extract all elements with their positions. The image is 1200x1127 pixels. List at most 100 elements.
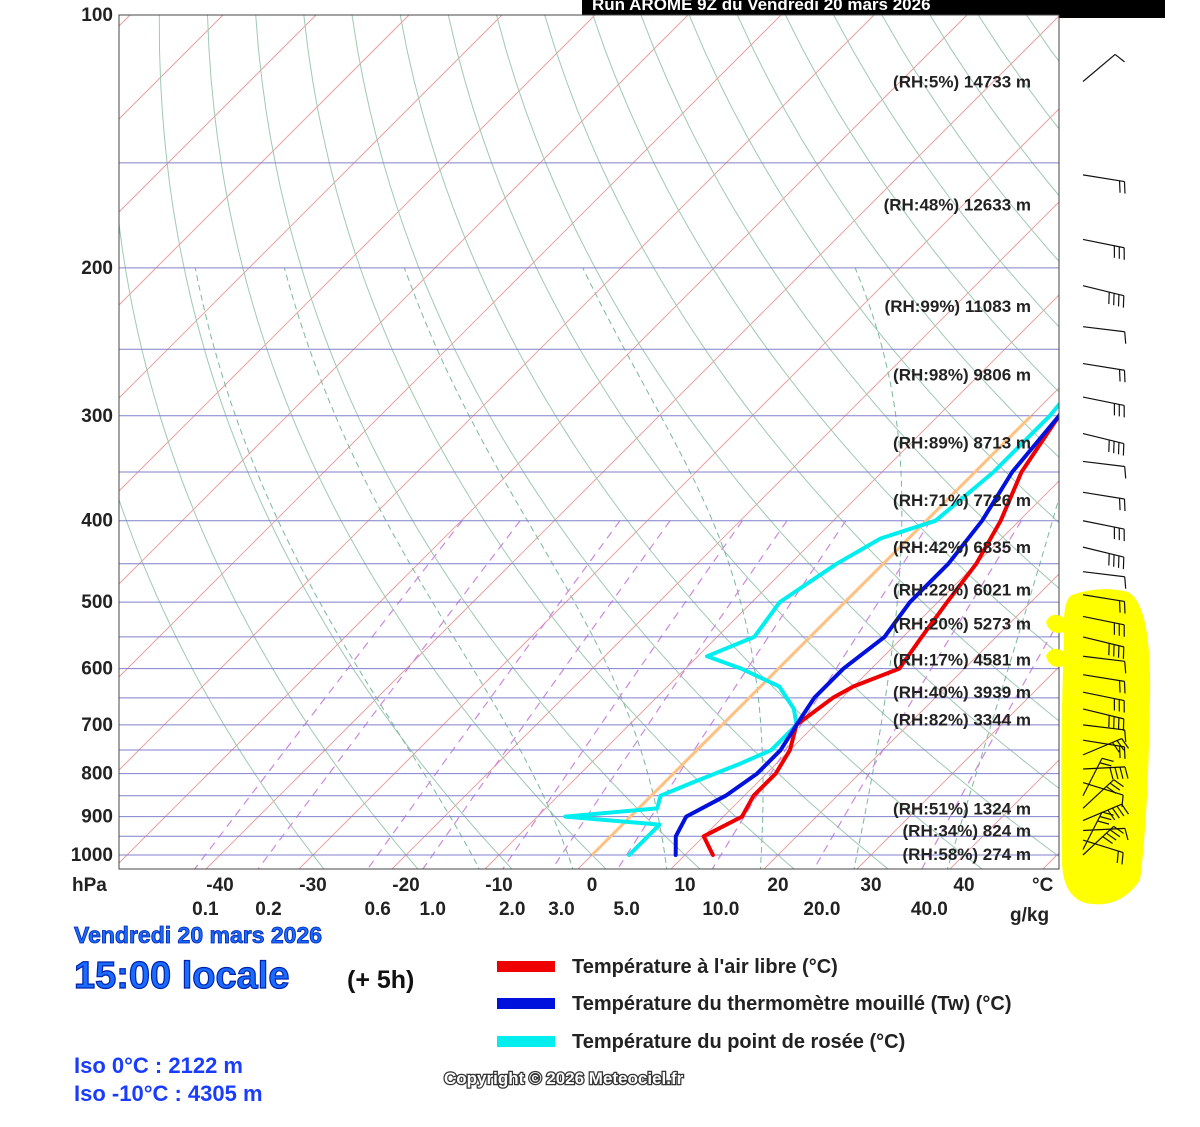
iso-zero-level: Iso 0°C : 2122 m <box>74 1053 243 1078</box>
rh-height-label: (RH:98%) 9806 m <box>893 366 1031 385</box>
temperature-tick-label: -30 <box>299 875 326 896</box>
wind-barb-feather <box>1106 832 1117 841</box>
rh-height-label: (RH:5%) 14733 m <box>893 73 1031 92</box>
wet-bulb-line <box>673 412 1059 857</box>
wind-barb-shaft <box>1082 825 1115 856</box>
wind-barb-icon <box>1082 546 1125 570</box>
wind-barb-shaft <box>1082 708 1124 720</box>
wind-barb-shaft <box>1082 460 1125 468</box>
wind-barb-feather <box>1124 331 1127 344</box>
wind-barb-feather <box>1101 757 1114 763</box>
wind-barb-icon <box>1082 520 1125 542</box>
temperature-axis: -40 -30 -20 -10 0 10 20 30 40 <box>206 875 974 896</box>
wind-barb-icon <box>1082 432 1125 456</box>
plot-border <box>118 14 1060 870</box>
wind-barb-shaft <box>1082 285 1124 297</box>
wind-barb-feather <box>1119 767 1124 779</box>
series-layer <box>563 401 1059 857</box>
wind-barb-feather <box>1123 370 1126 383</box>
mix-unit-label: g/kg <box>1010 905 1049 926</box>
legend-label-dew-point: Température du point de rosée (°C) <box>572 1031 905 1053</box>
mixing-ratio-line <box>257 520 521 869</box>
wind-barb-icon <box>1082 174 1126 194</box>
wind-barb-icon <box>1082 825 1124 856</box>
wind-barb-feather <box>1123 181 1126 194</box>
dry-adiabat-line <box>688 15 1059 524</box>
mixing-ratio-line <box>502 520 743 869</box>
wind-barb-feather <box>1106 786 1117 794</box>
wind-barb-feather <box>1113 779 1124 788</box>
highlight-marker <box>1061 589 1151 905</box>
mixing-ratio-line <box>617 520 847 869</box>
wind-barb-shaft <box>1082 779 1115 809</box>
wind-barb-feather <box>1099 762 1112 767</box>
dry-adiabat-line <box>1171 15 1200 873</box>
wind-barb-icon <box>1082 724 1127 742</box>
legend-swatch-wet-bulb <box>497 998 555 1009</box>
dry-adiabat-line <box>351 15 889 869</box>
rh-height-label: (RH:58%) 274 m <box>903 845 1032 864</box>
wind-barb-feather <box>1109 829 1121 838</box>
wind-barb-feather <box>1114 53 1125 63</box>
wind-barb-feather <box>1097 820 1110 825</box>
rh-height-label: (RH:40%) 3939 m <box>893 683 1031 702</box>
rh-labels: (RH:5%) 14733 m (RH:48%) 12633 m (RH:99%) … <box>884 73 1031 864</box>
wind-barb-feather <box>1118 498 1121 511</box>
wind-barb-feather <box>1109 767 1114 780</box>
wind-barb-icon <box>1082 615 1125 637</box>
wind-barb-icon <box>1082 491 1126 511</box>
wind-barb-feather <box>1116 850 1119 864</box>
moist-adiabat-line <box>403 267 668 869</box>
mixing-ratio-tick-label: 1.0 <box>419 899 445 920</box>
wind-barb-feather <box>1124 828 1129 841</box>
wind-barb-shaft <box>1082 326 1125 333</box>
rh-height-label: (RH:34%) 824 m <box>903 821 1032 840</box>
copyright: Copyright © 2026 Meteociel.fr <box>444 1069 684 1088</box>
mixing-ratio-tick-label: 0.6 <box>364 899 390 920</box>
wind-barb-shaft <box>1082 691 1125 702</box>
wind-barb-shaft <box>1082 811 1103 850</box>
wind-barb-shaft <box>1082 53 1116 82</box>
grid-layer <box>119 15 1200 873</box>
wind-barb-shaft <box>1082 238 1125 249</box>
wind-barb-shaft <box>1082 758 1103 796</box>
wind-barb-icon <box>1082 691 1125 713</box>
iso-minus10-level: Iso -10°C : 4305 m <box>74 1081 263 1106</box>
isotherm-line <box>670 480 1059 869</box>
rh-height-label: (RH:71%) 7726 m <box>893 491 1031 510</box>
forecast-date: Vendredi 20 mars 2026 <box>74 922 322 948</box>
wind-barb-shaft <box>1082 739 1125 748</box>
wind-barb-icon <box>1082 396 1125 418</box>
wind-barb-icon <box>1082 811 1114 850</box>
wind-barb-feather <box>1124 661 1127 674</box>
rh-height-label: (RH:22%) 6021 m <box>893 581 1031 600</box>
wind-barb-icon <box>1082 362 1126 383</box>
wind-barb-feather <box>1118 369 1121 382</box>
wind-barb-shaft <box>1082 839 1124 854</box>
wind-barb-feather <box>1123 681 1126 694</box>
isotherm-line <box>949 759 1059 869</box>
mixing-ratio-line <box>422 520 671 869</box>
isotherm-line <box>298 108 1059 869</box>
wind-barb-shaft <box>1082 396 1125 407</box>
highlight-marker-tab-upper <box>1046 614 1064 633</box>
wind-barb-feather <box>1123 601 1126 614</box>
legend-swatch-air-temp <box>497 961 555 972</box>
pressure-tick-label: 300 <box>81 406 113 427</box>
temperature-tick-label: -10 <box>485 875 512 896</box>
dry-adiabat-line <box>119 498 325 869</box>
dry-adiabat-line <box>399 15 983 869</box>
temperature-tick-label: 30 <box>860 875 881 896</box>
wind-barb-feather <box>1124 766 1129 779</box>
mixing-ratio-line <box>366 520 621 869</box>
mixing-ratio-tick-label: 0.1 <box>192 899 219 920</box>
wind-barb-icon <box>1082 766 1129 780</box>
wind-barb-feather <box>1123 498 1126 511</box>
wind-barb-feather <box>1124 576 1127 589</box>
dry-adiabat-line <box>544 15 1059 722</box>
wind-barb-feather <box>1123 746 1126 759</box>
wind-barb-feather <box>1121 738 1130 749</box>
wind-barb-feather <box>1113 825 1124 834</box>
temperature-tick-label: -20 <box>392 875 419 896</box>
pressure-tick-label: 900 <box>81 807 113 828</box>
